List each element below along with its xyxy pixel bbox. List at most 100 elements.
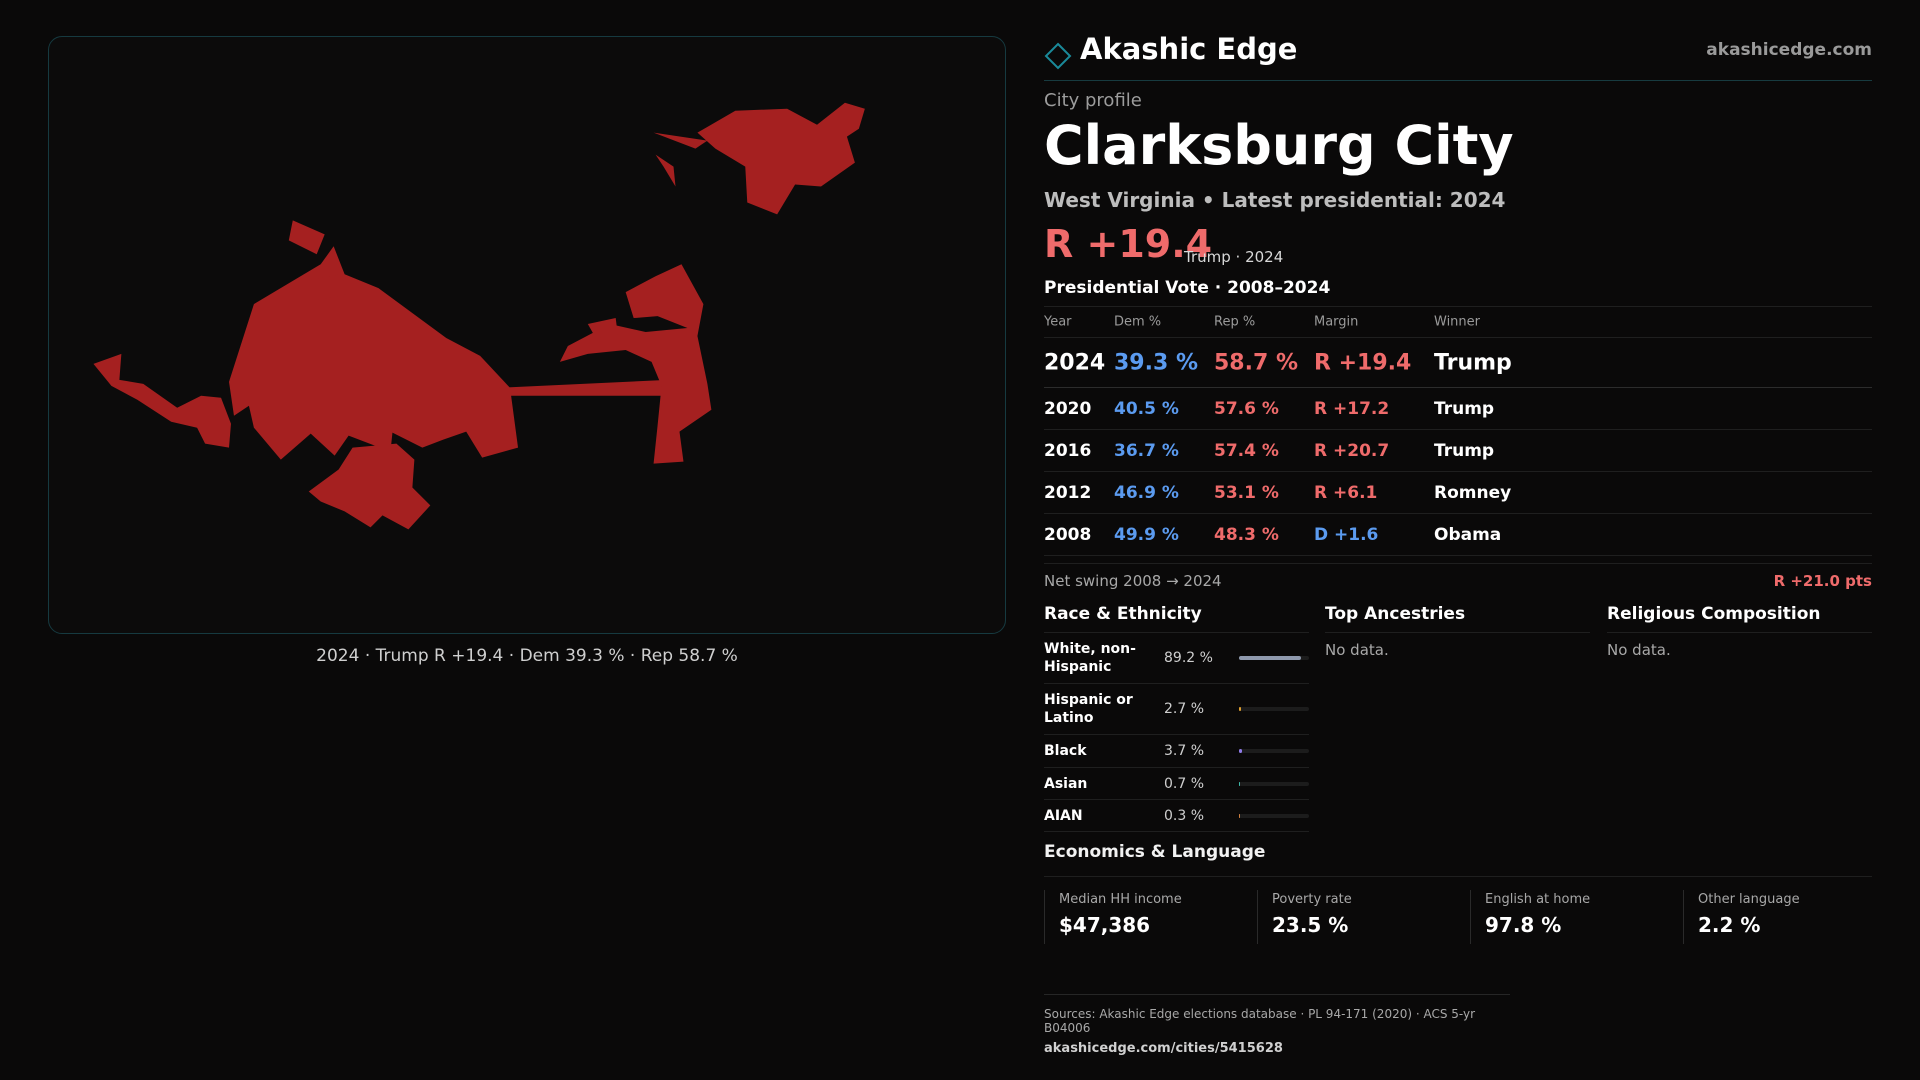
vote-table: Year Dem % Rep % Margin Winner 2024 39.3…: [1044, 306, 1872, 556]
race-bar-fill: [1239, 813, 1241, 818]
row-winner: Trump: [1434, 350, 1512, 375]
row-dem: 39.3 %: [1114, 350, 1198, 375]
header-rep: Rep %: [1214, 314, 1256, 330]
row-margin: D +1.6: [1314, 524, 1379, 545]
race-bar-track: [1239, 656, 1309, 660]
stat-value: 97.8 %: [1485, 913, 1562, 937]
race-pct: 89.2 %: [1164, 650, 1213, 666]
stat-median-income: Median HH income $47,386: [1044, 890, 1249, 944]
diamond-outline-icon[interactable]: [1044, 42, 1072, 70]
boundary-region-southwest: [308, 443, 431, 530]
stat-value: 23.5 %: [1272, 913, 1349, 937]
row-margin: R +17.2: [1314, 398, 1390, 419]
race-bar-track: [1239, 749, 1309, 753]
race-name: Asian: [1044, 775, 1088, 792]
stat-poverty-rate: Poverty rate 23.5 %: [1257, 890, 1462, 944]
row-rep: 57.4 %: [1214, 440, 1279, 461]
stat-other-language: Other language 2.2 %: [1683, 890, 1888, 944]
race-name: Hispanic or Latino: [1044, 692, 1133, 726]
table-row: 2016 36.7 % 57.4 % R +20.7 Trump: [1044, 430, 1872, 472]
row-winner: Trump: [1434, 440, 1495, 461]
stat-label: Median HH income: [1059, 892, 1182, 907]
race-row: Asian 0.7 %: [1044, 768, 1309, 800]
map-caption: 2024 · Trump R +19.4 · Dem 39.3 % · Rep …: [316, 646, 738, 666]
header-winner: Winner: [1434, 314, 1481, 330]
boundary-region-northeast: [697, 102, 865, 215]
stat-label: Poverty rate: [1272, 892, 1352, 907]
race-name: White, non-Hispanic: [1044, 641, 1136, 675]
ancestries-title: Top Ancestries: [1325, 596, 1590, 633]
stat-english-at-home: English at home 97.8 %: [1470, 890, 1675, 944]
stat-value: $47,386: [1059, 913, 1151, 937]
header-year: Year: [1044, 314, 1072, 330]
boundary-region-east: [559, 264, 712, 464]
race-name: Black: [1044, 743, 1087, 759]
footer: Sources: Akashic Edge elections database…: [1044, 994, 1510, 1056]
religion-empty: No data.: [1607, 641, 1671, 659]
boundary-region-north-tab: [288, 220, 325, 255]
economics-title: Economics & Language: [1044, 842, 1872, 877]
table-row: 2012 46.9 % 53.1 % R +6.1 Romney: [1044, 472, 1872, 514]
row-rep: 57.6 %: [1214, 398, 1279, 419]
net-swing-label: Net swing 2008 → 2024: [1044, 572, 1222, 590]
row-year: 2016: [1044, 440, 1092, 461]
boundary-region-west-arm: [93, 353, 231, 448]
row-margin: R +19.4: [1314, 350, 1412, 375]
race-bar-fill: [1239, 656, 1302, 660]
sources-text: Sources: Akashic Edge elections database…: [1044, 1007, 1476, 1035]
footer-url-link[interactable]: akashicedge.com/cities/5415628: [1044, 1041, 1283, 1056]
row-rep: 53.1 %: [1214, 482, 1279, 503]
race-pct: 2.7 %: [1164, 701, 1205, 717]
boundary-region-northeast-spur: [653, 132, 708, 149]
economics-title-text: Economics & Language: [1044, 842, 1266, 862]
table-row: 2020 40.5 % 57.6 % R +17.2 Trump: [1044, 388, 1872, 430]
vote-table-header: Year Dem % Rep % Margin Winner: [1044, 307, 1872, 338]
city-boundary-map[interactable]: [48, 36, 1006, 634]
row-winner: Romney: [1434, 482, 1512, 503]
row-year: 2020: [1044, 398, 1092, 419]
row-dem: 49.9 %: [1114, 524, 1179, 545]
boundary-region-main: [229, 246, 519, 460]
row-year: 2008: [1044, 524, 1092, 545]
row-rep: 48.3 %: [1214, 524, 1279, 545]
race-ethnicity-title: Race & Ethnicity: [1044, 596, 1309, 633]
race-row: Black 3.7 %: [1044, 735, 1309, 768]
race-pct: 0.3 %: [1164, 807, 1205, 824]
row-winner: Obama: [1434, 524, 1502, 545]
net-swing-row: Net swing 2008 → 2024 R +21.0 pts: [1044, 563, 1872, 594]
race-row: Hispanic or Latino 2.7 %: [1044, 684, 1309, 735]
vote-table-title: Presidential Vote · 2008–2024: [1044, 278, 1331, 298]
header-margin: Margin: [1314, 314, 1359, 330]
row-dem: 46.9 %: [1114, 482, 1179, 503]
row-year: 2012: [1044, 482, 1092, 503]
row-dem: 36.7 %: [1114, 440, 1179, 461]
boundary-region-connector: [498, 379, 672, 396]
race-bar-track: [1239, 781, 1309, 786]
header-dem: Dem %: [1114, 314, 1162, 330]
table-row: 2024 39.3 % 58.7 % R +19.4 Trump: [1044, 338, 1872, 388]
race-bar-fill: [1239, 781, 1241, 786]
brand-url-link[interactable]: akashicedge.com: [1706, 40, 1872, 60]
profile-eyebrow: City profile: [1044, 90, 1142, 111]
religion-title: Religious Composition: [1607, 596, 1872, 633]
row-year: 2024: [1044, 350, 1106, 375]
stat-label: English at home: [1485, 892, 1591, 907]
city-boundary-shapes: [93, 102, 865, 530]
race-bar-fill: [1239, 707, 1241, 711]
ancestries-empty: No data.: [1325, 641, 1389, 659]
page-title: Clarksburg City: [1044, 114, 1514, 177]
race-bar-track: [1239, 707, 1309, 711]
race-pct: 0.7 %: [1164, 775, 1205, 792]
row-margin: R +20.7: [1314, 440, 1390, 461]
race-bar-track: [1239, 813, 1309, 818]
city-boundary-svg: [93, 102, 865, 530]
stat-label: Other language: [1698, 892, 1800, 907]
race-row: White, non-Hispanic 89.2 %: [1044, 633, 1309, 684]
latest-margin-note: Trump · 2024: [1184, 248, 1284, 266]
race-ethnicity-section: Race & Ethnicity White, non-Hispanic 89.…: [1044, 596, 1309, 832]
boundary-region-east-notch: [587, 318, 618, 338]
brand-name[interactable]: Akashic Edge: [1080, 32, 1298, 66]
brand-header: Akashic Edge akashicedge.com: [1044, 30, 1872, 81]
ancestries-section: Top Ancestries No data.: [1325, 596, 1590, 659]
row-dem: 40.5 %: [1114, 398, 1179, 419]
